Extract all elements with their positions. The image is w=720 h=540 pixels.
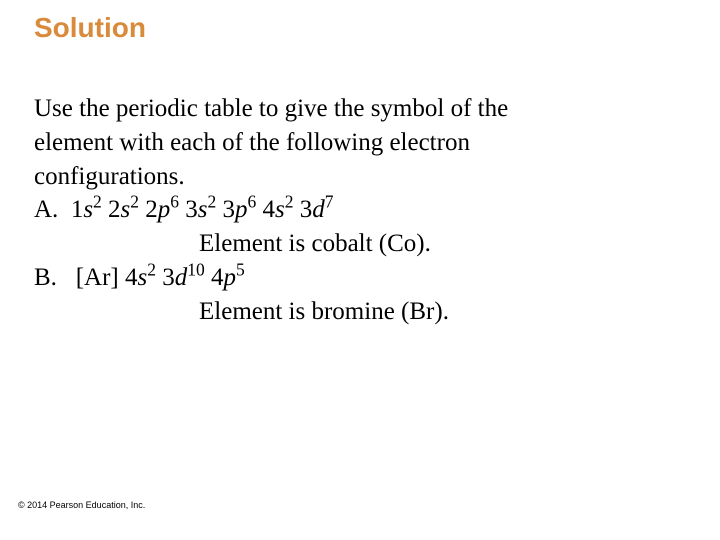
item-a-answer: Element is cobalt (Co). [34, 227, 686, 261]
slide: Solution Use the periodic table to give … [0, 0, 720, 540]
item-a-line: A. 1s2 2s2 2p6 3s2 3p6 4s2 3d7 [34, 193, 686, 227]
item-a-label: A. [34, 196, 58, 223]
intro-line-1: Use the periodic table to give the symbo… [34, 92, 686, 126]
slide-body: Use the periodic table to give the symbo… [34, 92, 686, 328]
intro-line-3: configurations. [34, 160, 686, 194]
slide-title: Solution [34, 12, 686, 44]
copyright-text: © 2014 Pearson Education, Inc. [18, 500, 145, 510]
intro-line-2: element with each of the following elect… [34, 126, 686, 160]
item-b-label: B. [34, 264, 57, 291]
item-b-config: [Ar] 4s2 3d10 4p5 [76, 264, 245, 291]
item-b-line: B. [Ar] 4s2 3d10 4p5 [34, 261, 686, 295]
item-b-answer: Element is bromine (Br). [34, 295, 686, 329]
item-a-config: 1s2 2s2 2p6 3s2 3p6 4s2 3d7 [71, 196, 334, 223]
